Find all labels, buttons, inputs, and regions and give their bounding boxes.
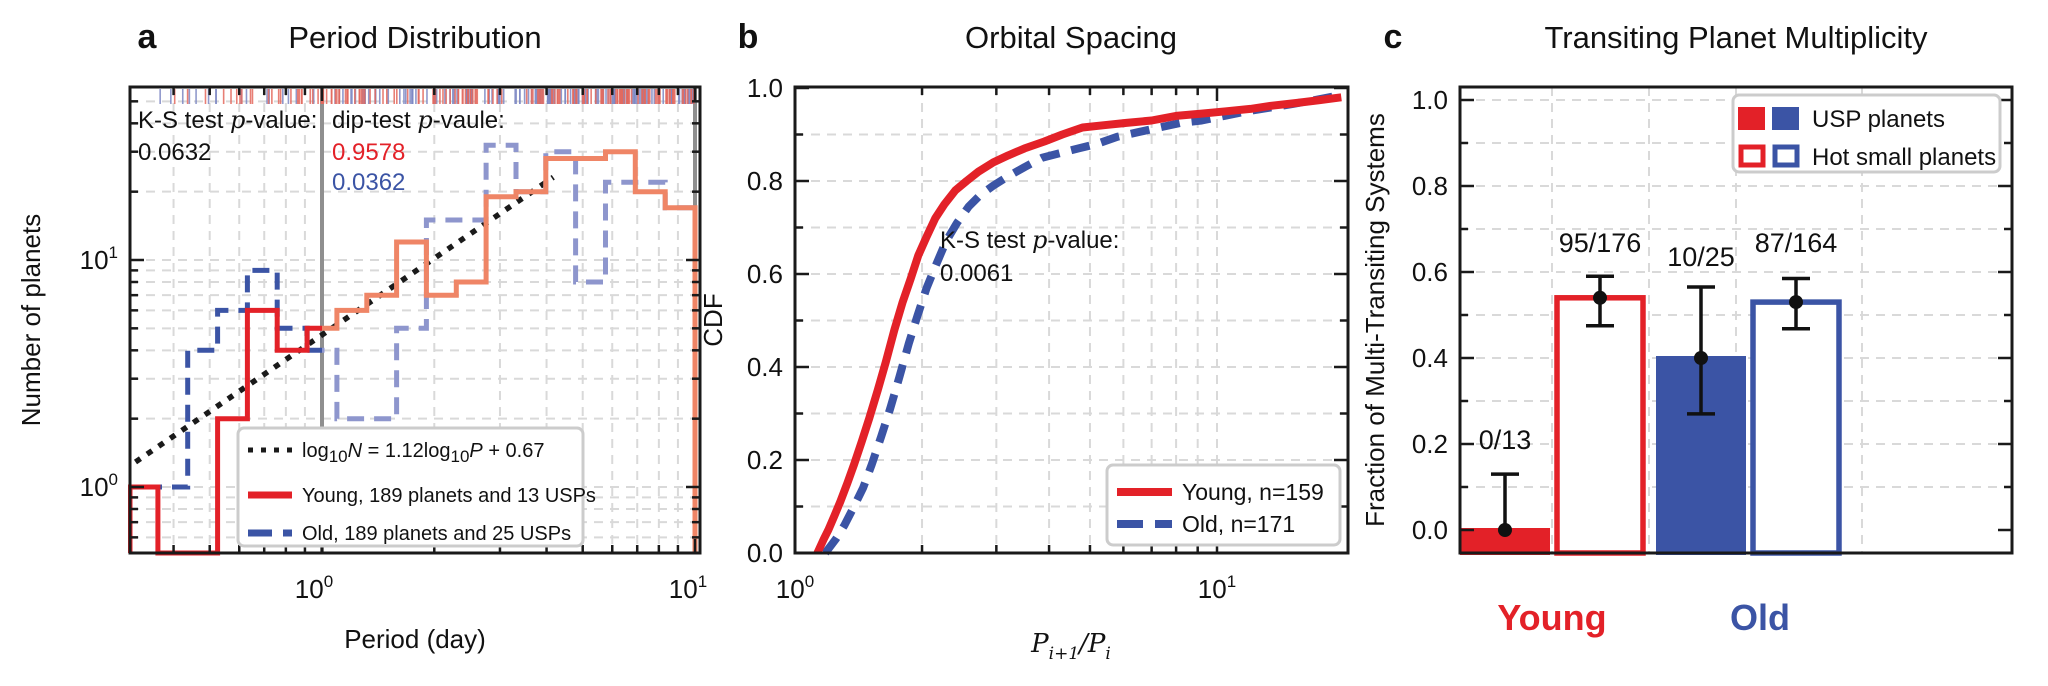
ks-test-value-b: 0.0061	[940, 260, 1013, 287]
panel-a-letter: a	[138, 18, 158, 56]
ks-test-value-a: 0.0632	[138, 139, 211, 166]
error-dot	[1498, 523, 1512, 537]
panel-c-ytick-10: 1.0	[1412, 85, 1448, 115]
panel-a-xtick-10: 101	[669, 572, 707, 604]
group-label-young: Young	[1497, 597, 1606, 638]
error-dot	[1694, 351, 1708, 365]
group-label-old: Old	[1730, 597, 1790, 638]
panel-a-ytick-10: 101	[80, 243, 118, 275]
bar-label-usp-old: 10/25	[1667, 242, 1735, 272]
panel-b-xtick-1: 100	[776, 572, 814, 604]
axes-spine	[128, 85, 702, 555]
dip-test-label: dip-test p-vaule:	[332, 106, 505, 134]
panel-b-letter: b	[738, 18, 759, 56]
legend-c-hot-blue-swatch	[1772, 144, 1800, 168]
panel-b-ytick-02: 0.2	[747, 445, 783, 475]
dip-test-value-old: 0.0362	[332, 169, 405, 196]
bar-old-hot-small	[1750, 299, 1842, 556]
panel-b-ytick-10: 1.0	[747, 73, 783, 103]
error-dot	[1593, 290, 1607, 305]
panel-b-ylabel: CDF	[698, 293, 728, 346]
panel-b-axes	[793, 85, 1350, 555]
panel-a-ytick-1: 100	[80, 470, 118, 502]
young-histogram-usp	[128, 307, 322, 556]
panel-c-ytick-06: 0.6	[1412, 257, 1448, 287]
legend-panel-b: Young, n=159 Old, n=171	[1105, 463, 1342, 547]
panel-a-xlabel: Period (day)	[344, 624, 486, 654]
panel-b-ytick-06: 0.6	[747, 259, 783, 289]
panel-a-axes	[128, 85, 702, 555]
axes-spine	[1458, 85, 2014, 555]
legend-c-usp-label: USP planets	[1812, 106, 1945, 133]
panel-b-data	[813, 91, 1343, 556]
legend-panel-a: log10N = 1.12log10P + 0.67 Young, 189 pl…	[236, 426, 596, 548]
old-histogram-gt1day	[322, 142, 698, 553]
panel-a-ylabel: Number of planets	[16, 214, 46, 426]
ks-test-label-a: K-S test p-value:	[138, 106, 317, 134]
old-cdf-curve	[822, 91, 1343, 556]
panel-c-title: Transiting Planet Multiplicity	[1544, 20, 1928, 55]
legend-a-box	[236, 426, 585, 548]
legend-c-box	[1731, 93, 2002, 174]
panel-b-xlabel: Pi+1/Pi	[1030, 629, 1111, 664]
panel-b-xtick-10: 101	[1198, 572, 1236, 604]
bar-label-hot-old: 87/164	[1755, 228, 1838, 258]
legend-c-hot-label: Hot small planets	[1812, 144, 1996, 171]
legend-c-usp-blue-swatch	[1772, 107, 1799, 130]
panel-c-letter: c	[1384, 18, 1403, 56]
panel-c-ylabel: Fraction of Multi-Transiting Systems	[1360, 113, 1390, 527]
panel-c-ytick-04: 0.4	[1412, 343, 1448, 373]
young-histogram-gt1day	[322, 149, 698, 553]
error-dot	[1789, 295, 1803, 310]
panel-b-ytick-04: 0.4	[747, 352, 783, 382]
ks-test-label-b: K-S test p-value:	[940, 226, 1119, 254]
legend-a-fit-label: log10N = 1.12log10P + 0.67	[302, 440, 544, 466]
panel-c-ytick-08: 0.8	[1412, 171, 1448, 201]
legend-c-usp-red-swatch	[1738, 107, 1765, 130]
legend-a-young-label: Young, 189 planets and 13 USPs	[302, 485, 596, 507]
panel-b-title: Orbital Spacing	[965, 20, 1177, 55]
bar-label-hot-young: 95/176	[1559, 228, 1642, 258]
legend-b-old-label: Old, n=171	[1182, 511, 1295, 537]
bar-young-hot-small	[1554, 295, 1646, 556]
panel-c-ytick-02: 0.2	[1412, 429, 1448, 459]
legend-panel-c: USP planets Hot small planets	[1731, 93, 2002, 174]
dip-test-value-young: 0.9578	[332, 139, 405, 166]
panel-a-title: Period Distribution	[288, 20, 541, 55]
panel-b-ytick-08: 0.8	[747, 166, 783, 196]
panel-c-ytick-00: 0.0	[1412, 515, 1448, 545]
bar-label-usp-young: 0/13	[1479, 425, 1532, 455]
legend-a-old-label: Old, 189 planets and 25 USPs	[302, 523, 571, 545]
panel-a-xtick-1: 100	[295, 572, 333, 604]
panel-b-ytick-00: 0.0	[747, 538, 783, 568]
legend-c-hot-red-swatch	[1738, 144, 1766, 168]
young-cdf-curve	[813, 93, 1342, 555]
legend-b-young-label: Young, n=159	[1182, 479, 1324, 505]
panel-c-axes	[1458, 85, 2014, 555]
panel-c-data	[1460, 274, 1842, 556]
